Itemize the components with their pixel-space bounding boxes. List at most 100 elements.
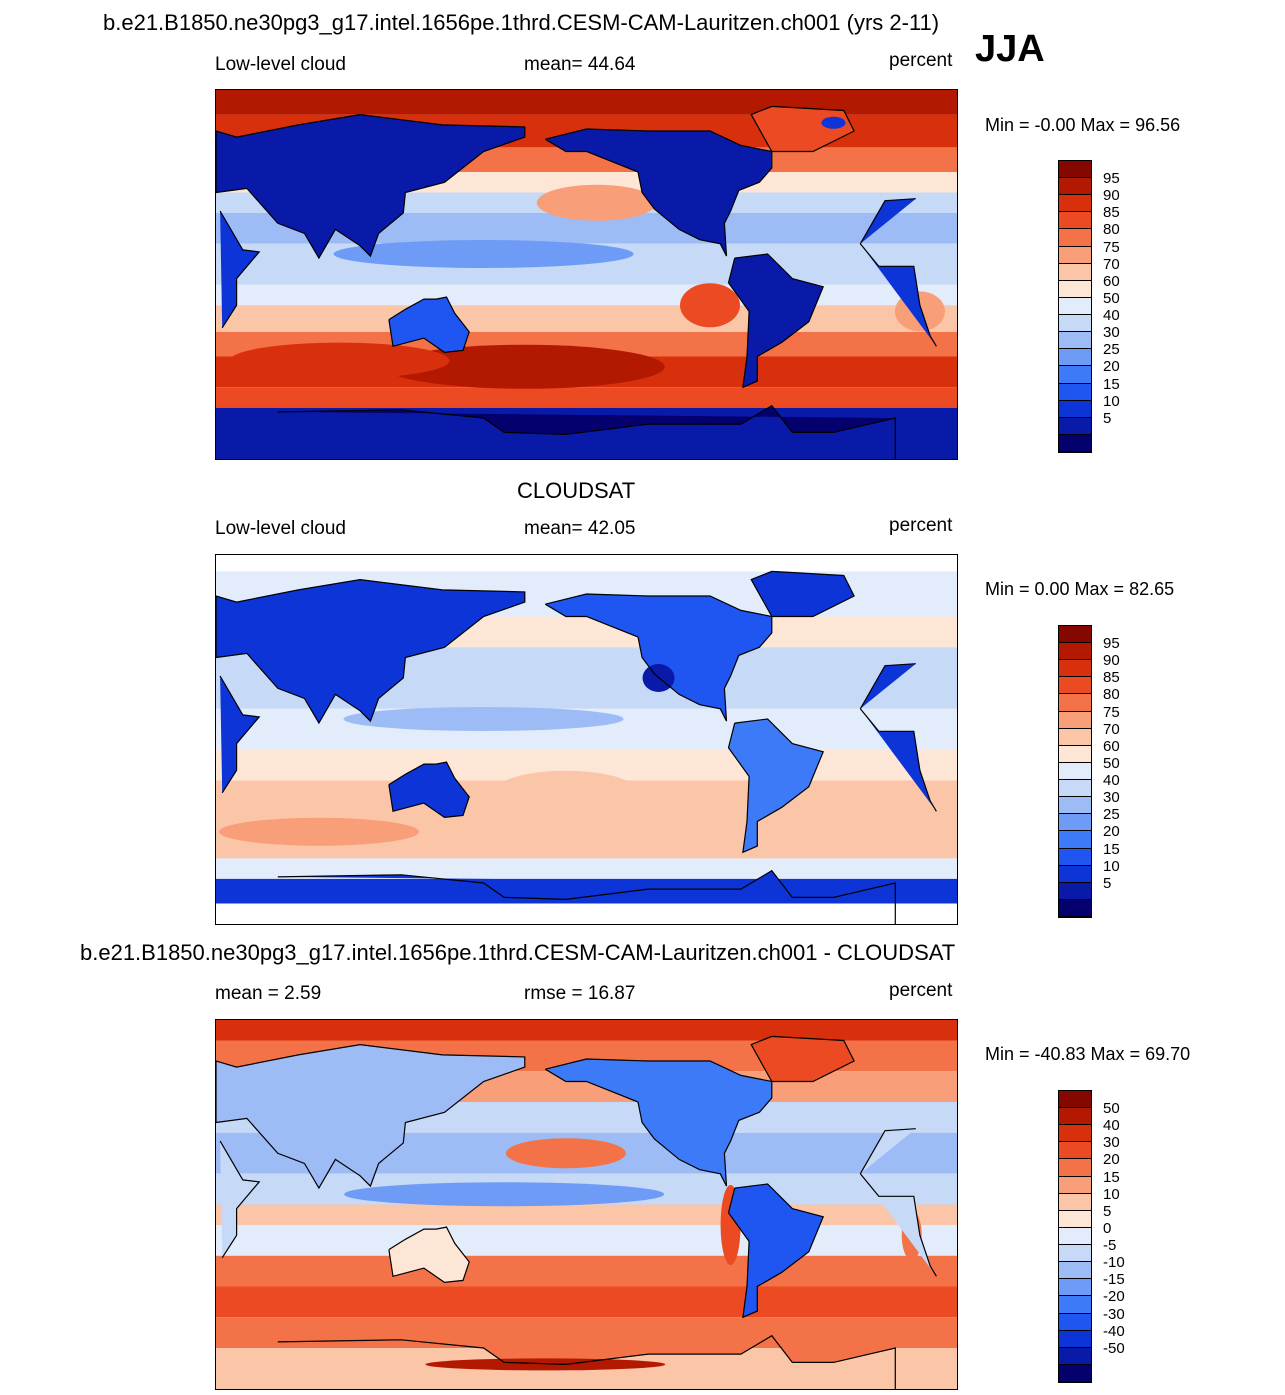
panel2-mean-label: mean= 42.05 xyxy=(524,518,636,539)
colorbar-swatch xyxy=(1059,797,1091,815)
map-field-svg xyxy=(216,1020,957,1389)
colorbar-tick-label: 15 xyxy=(1103,1168,1120,1186)
colorbar-swatch xyxy=(1059,677,1091,695)
colorbar-swatch xyxy=(1059,643,1091,661)
colorbar-tick-label: 95 xyxy=(1103,635,1120,653)
coastline xyxy=(544,593,773,722)
colorbar-tick-label: 50 xyxy=(1103,754,1120,772)
colorbar-tick-label: 80 xyxy=(1103,221,1120,239)
field-blob xyxy=(495,770,636,811)
field-blob xyxy=(680,283,740,328)
coastline xyxy=(388,296,470,354)
panel3-rmse-label: rmse = 16.87 xyxy=(524,983,636,1004)
coastline xyxy=(750,570,855,618)
colorbar-swatch xyxy=(1059,1108,1091,1126)
colorbar-tick-label: -50 xyxy=(1103,1339,1125,1357)
land-fill xyxy=(388,297,470,353)
colorbar-tick-label: 90 xyxy=(1103,187,1120,205)
colorbar-swatch xyxy=(1059,383,1091,401)
colorbar-tick-label: -20 xyxy=(1103,1288,1125,1306)
colorbar-swatch xyxy=(1059,212,1091,230)
field-blob xyxy=(343,707,624,731)
land-fill xyxy=(277,405,896,459)
land-fill xyxy=(751,571,855,617)
land-fill xyxy=(216,579,525,724)
colorbar-swatch xyxy=(1059,780,1091,798)
panel3-map xyxy=(215,1019,958,1390)
colorbar-swatch xyxy=(1059,1330,1091,1348)
no-data-band xyxy=(216,555,957,572)
colorbar-tick-label: 5 xyxy=(1103,409,1112,427)
colorbar-swatch xyxy=(1059,349,1091,367)
land-fill xyxy=(728,719,824,853)
colorbar-swatch xyxy=(1059,1091,1091,1109)
season-label: JJA xyxy=(975,28,1045,70)
panel3-units-label: percent xyxy=(889,980,953,1001)
colorbar-swatch xyxy=(1059,297,1091,316)
colorbar-swatch xyxy=(1059,1193,1091,1211)
colorbar-tick-label: 75 xyxy=(1103,238,1120,256)
colorbar-swatch xyxy=(1059,1313,1091,1331)
lat-band xyxy=(216,284,957,306)
colorbar-tick-label: 0 xyxy=(1103,1219,1112,1237)
colorbar-tick-label: 30 xyxy=(1103,789,1120,807)
land-fill xyxy=(216,114,525,259)
colorbar-swatch xyxy=(1059,865,1091,883)
panel2-minmax: Min = 0.00 Max = 82.65 xyxy=(985,579,1175,599)
map-field-svg xyxy=(216,555,957,924)
colorbar-swatch xyxy=(1059,1245,1091,1263)
lat-band xyxy=(216,1225,957,1256)
colorbar-swatch xyxy=(1059,1227,1091,1246)
no-data-band xyxy=(216,903,957,924)
panel1-map xyxy=(215,89,958,460)
colorbar-tick-label: 30 xyxy=(1103,324,1120,342)
colorbar-tick-label: 10 xyxy=(1103,857,1120,875)
colorbar-tick-label: 50 xyxy=(1103,289,1120,307)
colorbar-tick-label: 15 xyxy=(1103,840,1120,858)
coastline xyxy=(277,404,896,459)
colorbar-swatch xyxy=(1059,1176,1091,1194)
colorbar-swatch xyxy=(1059,814,1091,832)
panel1-minmax: Min = -0.00 Max = 96.56 xyxy=(985,115,1181,135)
lat-band xyxy=(216,387,957,408)
coastline xyxy=(277,869,896,924)
colorbar-swatch xyxy=(1059,161,1091,179)
colorbar-swatch xyxy=(1059,1347,1091,1365)
colorbar-swatch xyxy=(1059,694,1091,712)
panel3-mean-label: mean = 2.59 xyxy=(215,983,322,1004)
colorbar-tick-label: 90 xyxy=(1103,652,1120,670)
colorbar-swatch xyxy=(1059,417,1091,435)
field-blob xyxy=(425,1358,666,1371)
colorbar-swatch xyxy=(1059,315,1091,333)
colorbar-tick-label: -30 xyxy=(1103,1305,1125,1323)
colorbar-swatch xyxy=(1059,280,1091,298)
colorbar-swatch xyxy=(1059,332,1091,350)
coastline xyxy=(219,663,937,812)
lat-band xyxy=(216,1255,957,1287)
land-fill xyxy=(277,1335,896,1389)
field-blob xyxy=(536,184,657,221)
land-fill xyxy=(728,254,824,388)
coastline xyxy=(219,1128,937,1277)
map-field-svg xyxy=(216,90,957,459)
coastline xyxy=(216,1043,526,1190)
colorbar-swatch xyxy=(1059,246,1091,264)
colorbar-tick-label: 20 xyxy=(1103,358,1120,376)
lat-band xyxy=(216,90,957,115)
colorbar-swatch xyxy=(1059,728,1091,746)
colorbar-tick-label: 25 xyxy=(1103,341,1120,359)
field-blob xyxy=(333,240,634,268)
lat-band xyxy=(216,1020,957,1041)
colorbar-tick-label: 80 xyxy=(1103,686,1120,704)
coastline xyxy=(277,1334,896,1389)
colorbar-swatch xyxy=(1059,263,1091,281)
colorbar-swatch xyxy=(1059,400,1091,418)
colorbar-tick-label: 50 xyxy=(1103,1100,1120,1118)
colorbar-swatch xyxy=(1059,831,1091,849)
panel3-section-title: b.e21.B1850.ne30pg3_g17.intel.1656pe.1th… xyxy=(80,940,956,965)
colorbar-tick-label: 10 xyxy=(1103,1185,1120,1203)
coastline xyxy=(727,253,825,389)
field-blob xyxy=(821,116,846,129)
colorbar-tick-label: 70 xyxy=(1103,720,1120,738)
panel2-colorbar: 95 90 85 80 75 70 60 50 40 30 25 20 15 10 5 xyxy=(1058,625,1120,918)
